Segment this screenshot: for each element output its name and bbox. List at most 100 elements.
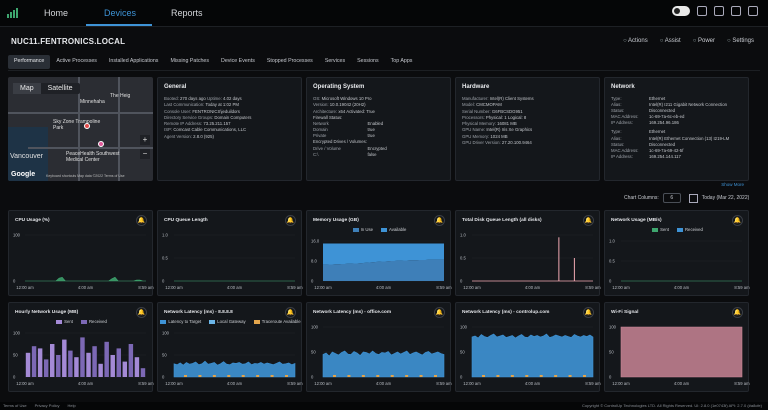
location-map[interactable]: Map Satellite Minnehaha The Heig Sky Zon… <box>8 77 153 181</box>
tab-device-events[interactable]: Device Events <box>221 58 255 64</box>
info-row: ISP: Comcast Cable Communications, LLC <box>164 127 295 133</box>
tab-installed-applications[interactable]: Installed Applications <box>108 58 159 64</box>
chart-columns-select[interactable]: 6 <box>662 193 681 203</box>
legend-swatch <box>352 227 359 232</box>
info-value: CMCMOPAM <box>476 102 502 108</box>
traceroute-mark <box>390 375 394 377</box>
map-mode-map[interactable]: Map <box>13 83 41 94</box>
y-tick-label: 0 <box>609 375 612 380</box>
tab-stopped-processes[interactable]: Stopped Processes <box>266 58 313 64</box>
legend-swatch <box>80 319 87 324</box>
bell-icon[interactable]: 🔔 <box>434 307 445 318</box>
encrypted-key: C:\ <box>313 151 319 157</box>
encrypted-value: Encrypted <box>367 145 387 151</box>
traceroute-mark <box>496 375 500 377</box>
traceroute-mark <box>227 375 231 377</box>
chart-legend: Sent Received <box>9 319 154 324</box>
chart-panel: 100 50 0 12:00 am 4:00 am 8:59 am Network Late… <box>306 302 452 392</box>
map-label: The Heig <box>110 93 131 99</box>
chart-title: Network Latency (ms) - 8.8.8.8 <box>164 310 233 315</box>
nav-devices[interactable]: Devices <box>104 8 137 18</box>
show-more-link[interactable]: Show More <box>721 182 744 187</box>
legend-label: Latency to Target <box>168 319 202 324</box>
bell-icon[interactable]: 🔔 <box>583 307 594 318</box>
info-key: GPU Driver Version: <box>462 140 502 146</box>
footer-terms-link[interactable]: Terms of Use <box>3 403 27 408</box>
nav-home[interactable]: Home <box>44 8 69 18</box>
calendar-icon[interactable] <box>688 193 698 203</box>
y-tick-label: 50 <box>311 350 316 355</box>
traceroute-mark <box>285 375 288 377</box>
bell-icon[interactable]: 🔔 <box>732 215 743 226</box>
bell-icon[interactable]: 🔔 <box>136 215 147 226</box>
settings-button[interactable]: Settings <box>727 38 754 44</box>
x-tick-label: 8:59 am <box>138 285 154 290</box>
chart-svg: 1.0 0.5 012:00 am 4:00 am 8:59 am <box>162 233 303 291</box>
info-row: Agent Version: 2.8.0 (925) <box>164 134 295 140</box>
logout-icon[interactable] <box>748 6 758 16</box>
legend-item: Sent <box>652 227 669 232</box>
bell-icon[interactable]: 🔔 <box>285 215 296 226</box>
assist-button[interactable]: Assist <box>660 38 681 44</box>
map-attribution: Keyboard shortcuts Map data ©2022 Terms … <box>46 174 125 178</box>
tab-missing-patches[interactable]: Missing Patches <box>170 58 210 64</box>
info-value: 270 days ago <box>180 96 206 101</box>
tab-top-apps[interactable]: Top Apps <box>390 58 413 64</box>
network-key: MAC Address: <box>611 114 639 120</box>
zoom-in-icon[interactable]: + <box>140 135 150 145</box>
y-tick-label: 8.0 <box>311 259 317 264</box>
map-pin-icon[interactable] <box>98 141 104 147</box>
series-area <box>471 333 594 378</box>
grid-icon[interactable] <box>697 6 707 16</box>
bell-icon[interactable]: 🔔 <box>583 215 594 226</box>
date-label[interactable]: Today (Mar 22, 2022) <box>701 195 750 201</box>
bar <box>25 352 31 377</box>
legend-item: Available <box>381 227 406 232</box>
bell-icon[interactable]: 🔔 <box>732 307 743 318</box>
x-tick-label: 8:59 am <box>585 381 601 386</box>
theme-toggle[interactable] <box>672 6 690 16</box>
legend-label: Sent <box>64 319 73 324</box>
network-value: 169.254.96.186 <box>649 120 679 126</box>
legend-label: Available <box>389 227 407 232</box>
info-row: Serial Number: G6FBCSDG951 <box>462 109 593 115</box>
bell-icon[interactable]: 🔔 <box>285 307 296 318</box>
info-value: 16081 MB <box>497 121 517 127</box>
traceroute-mark <box>510 375 514 377</box>
map-pin-icon[interactable] <box>84 123 90 129</box>
encrypted-row: C:\ false <box>313 152 444 158</box>
series-available <box>323 243 444 265</box>
tab-performance[interactable]: Performance <box>8 55 51 69</box>
bell-icon[interactable]: 🔔 <box>136 307 147 318</box>
x-tick-label: 12:00 am <box>16 381 34 386</box>
tab-services[interactable]: Services <box>324 58 346 64</box>
tab-sessions[interactable]: Sessions <box>357 58 379 64</box>
info-key: Physical Memory: <box>462 121 498 127</box>
tab-active-processes[interactable]: Active Processes <box>56 58 97 64</box>
map-mode-satellite[interactable]: Satellite <box>47 85 73 92</box>
user-icon[interactable] <box>731 6 741 16</box>
firewall-key: Private <box>313 133 327 139</box>
chart-title: Network Latency (ms) - controlup.com <box>462 310 550 315</box>
bell-icon[interactable]: 🔔 <box>434 215 445 226</box>
actions-button[interactable]: Actions <box>623 38 648 44</box>
traceroute-mark <box>361 375 365 377</box>
nav-reports[interactable]: Reports <box>171 8 203 18</box>
info-row: Remote IP Address: 73.25.211.157 <box>164 121 295 127</box>
footer-privacy-link[interactable]: Privacy Policy <box>34 403 60 408</box>
x-tick-label: 12:00 am <box>165 285 183 290</box>
power-button[interactable]: Power <box>693 38 715 44</box>
footer-help-link[interactable]: Help <box>67 403 76 408</box>
network-key: MAC Address: <box>611 147 639 153</box>
info-key: GPU Name: <box>462 127 487 133</box>
y-tick-label: 100 <box>609 325 617 330</box>
device-actions: Actions Assist Power Settings <box>623 38 754 44</box>
network-card: Network Type: Ethernet Alias: Intel(R) I211… <box>604 77 749 181</box>
network-value: Ethernet <box>649 129 666 135</box>
zoom-out-icon[interactable]: − <box>140 149 150 159</box>
notes-icon[interactable] <box>714 6 724 16</box>
info-row: OS: Microsoft Windows 10 Pro <box>313 96 444 102</box>
y-tick-label: 0.5 <box>162 256 168 261</box>
network-row: Type: Ethernet <box>611 96 742 102</box>
info-value: Intel(R) Iris Xe Graphics <box>486 127 533 133</box>
